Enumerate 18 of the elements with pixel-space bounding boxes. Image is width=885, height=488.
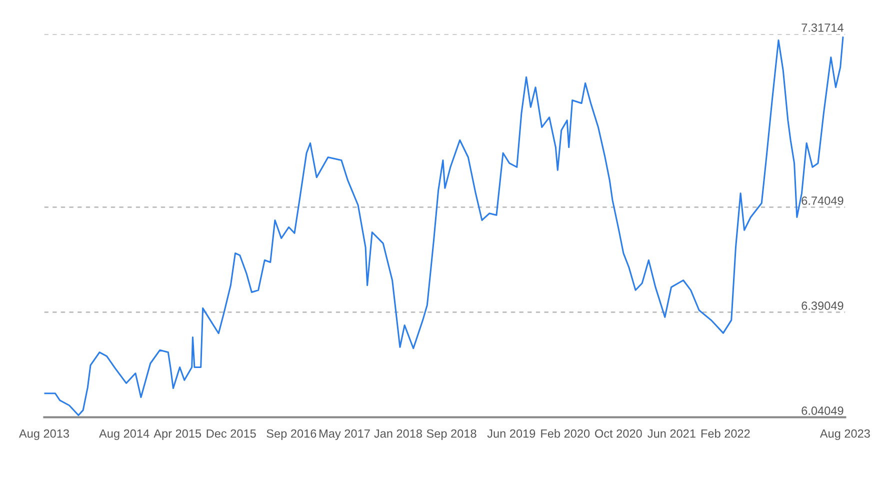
- x-tick-label: Aug 2023: [820, 429, 870, 440]
- x-tick-label: Jan 2018: [374, 429, 422, 438]
- x-tick-label: Feb 2022: [701, 429, 750, 438]
- y-tick-label: 6.74049: [802, 196, 844, 205]
- x-tick-label: Aug 2014: [99, 429, 150, 440]
- y-tick-label: 6.04049: [802, 406, 844, 415]
- x-tick-label: May 2017: [320, 429, 370, 440]
- x-tick-label: Jun 2021: [648, 429, 696, 438]
- y-tick-label: 7.31714: [802, 23, 844, 32]
- x-tick-label: Dec 2015: [206, 429, 256, 438]
- x-tick-label: Sep 2016: [266, 429, 316, 440]
- x-tick-label: Sep 2018: [426, 429, 476, 440]
- x-tick-label: Aug 2013: [19, 429, 70, 440]
- x-tick-label: Apr 2015: [154, 429, 202, 440]
- x-tick-label: Oct 2020: [595, 429, 642, 438]
- y-tick-label: 6.39049: [802, 302, 844, 310]
- x-tick-label: Feb 2020: [541, 429, 590, 438]
- x-tick-label: Jun 2019: [487, 429, 536, 438]
